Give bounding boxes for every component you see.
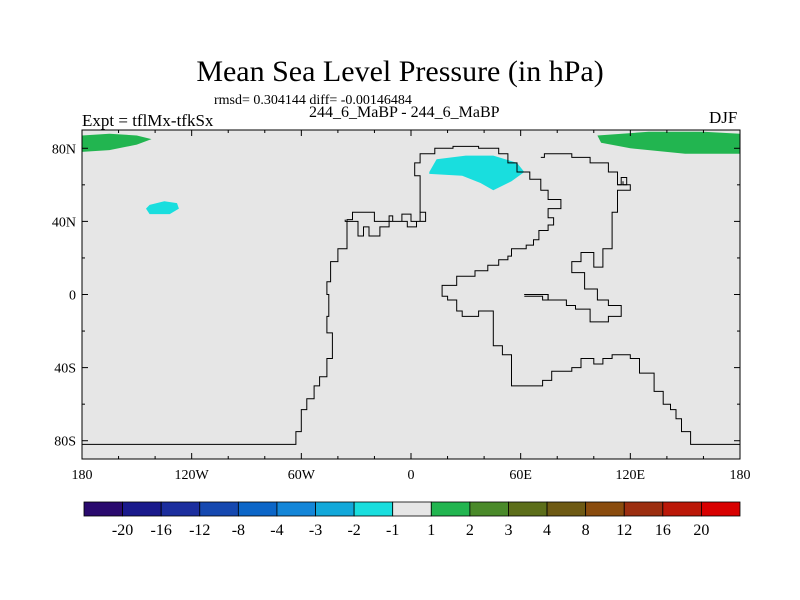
coastline-outlines <box>82 145 740 445</box>
x-tick-label-0: 180 <box>72 468 93 483</box>
x-tick-label-5: 120E <box>616 468 646 483</box>
colorbar-swatch-6 <box>315 501 355 517</box>
colorbar-label-10: 3 <box>504 522 512 539</box>
case-label: 244_6_MaBP - 244_6_MaBP <box>309 104 500 121</box>
colorbar-label-13: 12 <box>616 522 632 539</box>
y-tick-label-1: 40N <box>52 215 76 230</box>
filled-region-0 <box>82 133 152 152</box>
colorbar-label-14: 16 <box>655 522 671 539</box>
colorbar-label-3: -8 <box>232 522 245 539</box>
coastline-outline-3 <box>617 177 628 186</box>
colorbar-swatch-14 <box>623 501 664 517</box>
colorbar-label-7: -1 <box>386 522 399 539</box>
x-tick-label-6: 180 <box>730 468 751 483</box>
colorbar-label-15: 20 <box>693 522 709 539</box>
colorbar-swatch-10 <box>469 501 509 517</box>
season-label: DJF <box>709 108 738 127</box>
colorbar-label-6: -2 <box>347 522 360 539</box>
filled-region-3 <box>429 155 525 191</box>
colorbar-swatch-11 <box>508 501 548 517</box>
colorbar-label-0: -20 <box>112 522 133 539</box>
x-tick-label-4: 60E <box>509 468 532 483</box>
colorbar-swatch-0 <box>83 501 123 517</box>
colorbar-label-9: 2 <box>466 522 474 539</box>
colorbar-label-12: 8 <box>582 522 590 539</box>
colorbar-swatch-9 <box>430 501 471 517</box>
colorbar-swatch-8 <box>392 501 432 517</box>
colorbar-label-2: -12 <box>189 522 210 539</box>
filled-region-1 <box>597 131 740 154</box>
filled-regions <box>82 131 740 215</box>
colorbar-swatch-7 <box>353 501 394 517</box>
colorbar-label-5: -3 <box>309 522 322 539</box>
colorbar-swatch-15 <box>662 501 702 517</box>
colorbar-swatch-2 <box>160 501 201 517</box>
y-tick-label-0: 80N <box>52 142 76 157</box>
colorbar-swatch-4 <box>237 501 278 517</box>
colorbar: -20 -16 -12 -8 -4 -3 -2 -1 1 2 3 4 8 12 16 20 <box>83 501 741 539</box>
stats-label: rmsd= 0.304144 diff= -0.00146484 <box>214 93 412 108</box>
colorbar-label-11: 4 <box>543 522 551 539</box>
colorbar-label-4: -4 <box>270 522 283 539</box>
coastline-outline-4 <box>524 294 549 301</box>
y-tick-label-2: 0 <box>69 289 76 304</box>
x-tick-label-2: 60W <box>288 468 316 483</box>
coastline-outline-1 <box>414 145 740 445</box>
y-tick-label-3: 40S <box>54 362 76 377</box>
colorbar-label-1: -16 <box>151 522 172 539</box>
colorbar-swatch-5 <box>276 501 316 517</box>
colorbar-swatch-3 <box>199 501 239 517</box>
x-tick-label-3: 0 <box>408 468 415 483</box>
filled-region-2 <box>146 201 179 215</box>
chart-title: Mean Sea Level Pressure (in hPa) <box>196 55 604 88</box>
colorbar-swatch-16 <box>701 501 741 517</box>
plot-area <box>81 129 741 460</box>
coastline-outline-0 <box>82 211 427 445</box>
colorbar-swatch-12 <box>546 501 587 517</box>
coastline-outline-2 <box>524 153 631 323</box>
y-tick-label-4: 80S <box>54 435 76 450</box>
x-tick-label-1: 120W <box>175 468 210 483</box>
y-axis: 80N 40N 0 40S 80S <box>52 142 740 450</box>
experiment-label: Expt = tflMx-tfkSx <box>82 111 214 130</box>
colorbar-swatch-1 <box>122 501 162 517</box>
x-axis: 180 120W 60W 0 60E 120E 180 <box>72 130 751 483</box>
plot-background <box>82 130 740 459</box>
colorbar-swatch-13 <box>585 501 625 517</box>
colorbar-label-8: 1 <box>427 522 435 539</box>
